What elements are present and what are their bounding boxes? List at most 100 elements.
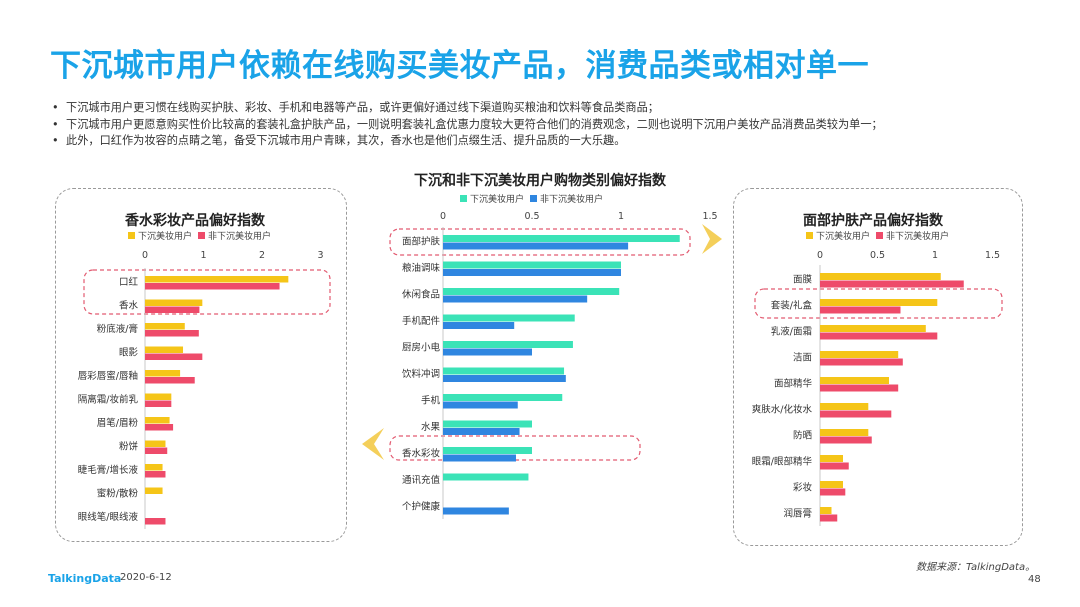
tick-label: 1.5 <box>702 211 717 222</box>
bar <box>443 314 575 322</box>
bar <box>145 400 172 407</box>
category-label: 乳液/面霜 <box>771 326 812 338</box>
bar <box>145 377 195 384</box>
bar <box>145 370 181 377</box>
bar <box>443 447 532 454</box>
legend-label: 下沉美妆用户 <box>816 230 870 242</box>
category-label: 香水彩妆 <box>402 448 441 460</box>
category-label: 饮料冲调 <box>402 368 440 380</box>
bar <box>145 471 166 478</box>
bar <box>443 420 532 428</box>
highlight-box <box>754 288 1003 319</box>
bullet-list: 下沉城市用户更习惯在线购买护肤、彩妆、手机和电器等产品，或许更偏好通过线下渠道购… <box>52 100 1052 150</box>
category-label: 粮油调味 <box>402 262 441 274</box>
right-panel <box>733 188 1023 546</box>
bullet-item: 下沉城市用户更习惯在线购买护肤、彩妆、手机和电器等产品，或许更偏好通过线下渠道购… <box>52 100 1052 117</box>
category-label: 眼霜/眼部精华 <box>752 456 813 468</box>
bar <box>820 403 869 410</box>
bar <box>820 384 899 392</box>
bar <box>443 454 516 462</box>
bar <box>820 481 843 488</box>
bar <box>443 428 520 435</box>
category-label: 面部护肤 <box>402 236 441 248</box>
bar <box>145 417 170 424</box>
bar <box>443 261 621 269</box>
bar <box>443 507 509 515</box>
bar <box>145 323 185 330</box>
bar <box>443 322 515 329</box>
bar <box>145 487 163 494</box>
legend-label: 下沉美妆用户 <box>138 230 192 242</box>
tick-label: 3 <box>317 250 323 261</box>
category-label: 香水 <box>119 300 139 312</box>
bar <box>145 346 184 353</box>
category-label: 面膜 <box>793 275 813 286</box>
tick-label: 1.5 <box>985 250 1000 261</box>
bar <box>443 348 532 356</box>
bar <box>820 306 901 314</box>
bar <box>820 358 903 366</box>
category-label: 套装/礼盒 <box>771 300 813 312</box>
page-number: 48 <box>1028 574 1041 585</box>
bar <box>145 464 163 471</box>
category-label: 眼影 <box>119 348 139 359</box>
bar <box>145 440 166 447</box>
legend-label: 下沉美妆用户 <box>470 193 524 205</box>
bar <box>145 518 166 525</box>
arrow-right-icon <box>702 224 722 254</box>
category-label: 手机配件 <box>402 315 441 327</box>
bar <box>820 429 869 436</box>
category-label: 蜜粉/散粉 <box>97 488 139 500</box>
bar <box>145 330 199 337</box>
tick-label: 1 <box>618 211 624 222</box>
category-label: 手机 <box>421 395 441 407</box>
category-label: 粉底液/膏 <box>97 323 138 335</box>
page-title: 下沉城市用户依赖在线购买美妆产品，消费品类或相对单一 <box>50 48 869 84</box>
category-label: 润唇膏 <box>783 508 812 520</box>
bar <box>145 447 168 454</box>
bar <box>443 367 565 375</box>
category-label: 面部精华 <box>774 378 813 390</box>
legend-swatch <box>198 232 205 239</box>
left-panel <box>55 188 347 542</box>
right-chart-title: 面部护肤产品偏好指数 <box>803 213 943 229</box>
bar <box>820 410 892 418</box>
bar <box>443 269 621 276</box>
bar <box>820 507 832 514</box>
bullet-item: 此外，口红作为妆容的点睛之笔，备受下沉城市用户青睐，其次，香水也是他们点缀生活、… <box>52 133 1052 150</box>
category-label: 睫毛膏/增长液 <box>78 464 139 476</box>
bar <box>820 455 843 462</box>
category-label: 爽肤水/化妆水 <box>752 404 813 416</box>
bar <box>443 242 629 250</box>
bar <box>145 283 280 290</box>
bar <box>820 299 938 306</box>
brand-logo: TalkingData <box>48 572 122 585</box>
tick-label: 2 <box>259 250 265 261</box>
left-chart-title: 香水彩妆产品偏好指数 <box>125 213 265 229</box>
bar <box>820 325 926 332</box>
bar <box>443 295 588 303</box>
category-label: 洁面 <box>793 352 812 364</box>
legend-swatch <box>128 232 135 239</box>
tick-label: 0.5 <box>524 211 539 222</box>
category-label: 彩妆 <box>793 482 813 494</box>
bullet-item: 下沉城市用户更愿意购买性价比较高的套装礼盒护肤产品，一则说明套装礼盒优惠力度较大… <box>52 117 1052 134</box>
data-source: 数据来源：TalkingData。 <box>916 562 1036 573</box>
bar <box>443 401 518 409</box>
highlight-box <box>83 269 331 315</box>
category-label: 唇彩唇蜜/唇釉 <box>78 370 138 382</box>
bar <box>145 353 203 360</box>
bar <box>820 514 838 522</box>
tick-label: 0.5 <box>870 250 885 261</box>
category-label: 粉饼 <box>119 441 139 453</box>
bar <box>820 332 938 340</box>
bar <box>443 341 573 348</box>
tick-label: 0 <box>817 250 823 261</box>
category-label: 防晒 <box>793 430 812 442</box>
bar <box>145 276 289 283</box>
category-label: 休闲食品 <box>402 289 440 301</box>
tick-label: 1 <box>932 250 938 261</box>
highlight-box <box>389 435 641 461</box>
category-label: 个护健康 <box>402 501 441 513</box>
bar <box>820 351 899 358</box>
